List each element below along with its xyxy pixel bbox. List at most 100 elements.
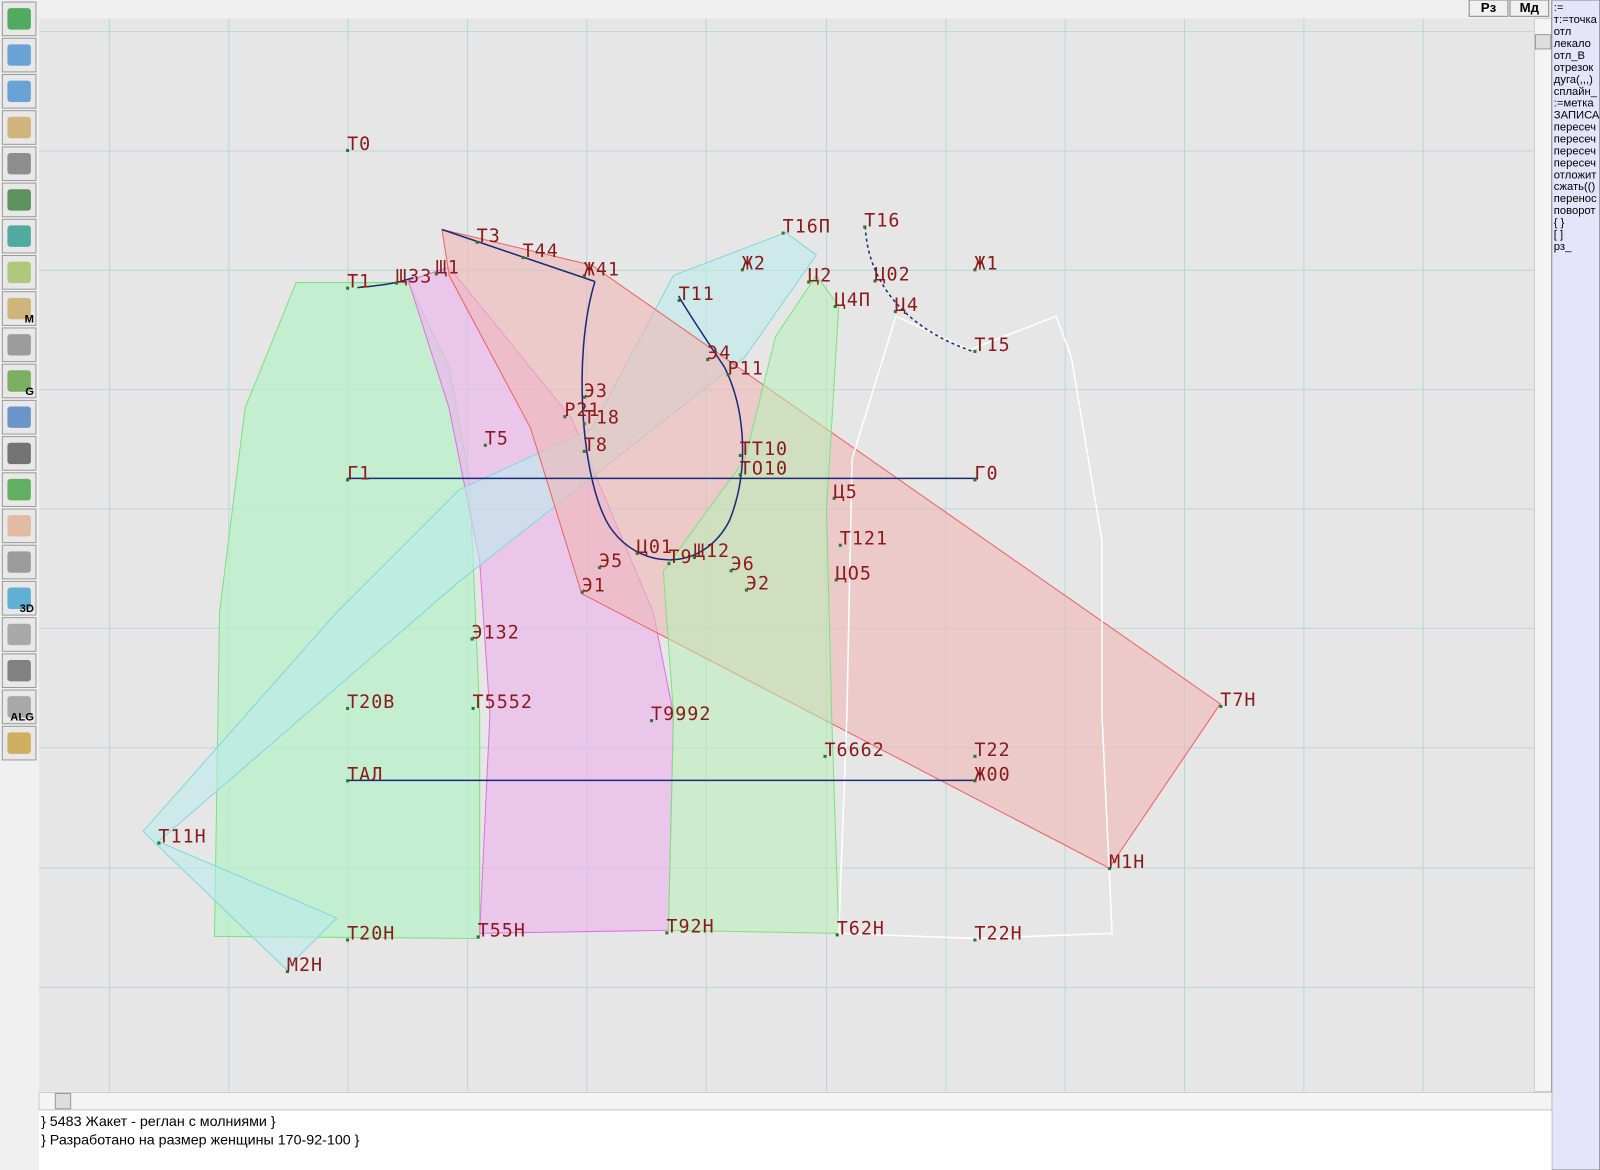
point-label: Э3 — [584, 381, 608, 402]
tool-icon — [7, 225, 31, 247]
command-item: пересеч — [1554, 157, 1596, 169]
button-label: Рз — [1481, 0, 1497, 15]
command-item: { } — [1554, 217, 1565, 229]
point-label: Т22Н — [974, 923, 1022, 944]
point-marker — [580, 590, 584, 594]
command-item: :=метка — [1554, 98, 1595, 110]
status-area — [39, 1110, 1552, 1170]
status-line: } 5483 Жакет - реглан с молниями } — [41, 1114, 276, 1130]
point-marker — [395, 281, 399, 285]
point-label: Ж00 — [974, 764, 1010, 785]
point-marker — [635, 551, 639, 555]
point-marker — [582, 395, 586, 399]
point-marker — [706, 358, 710, 362]
point-label: Э6 — [731, 554, 755, 575]
point-marker — [838, 543, 842, 547]
point-label: Т11Н — [158, 827, 206, 848]
button-md[interactable] — [1509, 0, 1550, 17]
command-item: сплайн_ — [1554, 86, 1598, 98]
command-item: пересеч — [1554, 134, 1596, 146]
horizontal-scrollbar[interactable] — [38, 1091, 1553, 1111]
command-item: т:=точка — [1554, 14, 1598, 26]
point-label: Т15 — [974, 335, 1010, 356]
vertical-scrollbar[interactable] — [1533, 17, 1553, 1092]
point-marker — [1219, 704, 1223, 708]
point-marker — [582, 422, 586, 426]
tool-icon — [7, 732, 31, 754]
toolbar-buttons: M G 3D ALG — [1, 1, 37, 761]
point-marker — [650, 719, 654, 723]
point-label: Т1 — [347, 272, 371, 293]
command-item: [ ] — [1554, 229, 1563, 241]
command-item: сжать(() — [1554, 181, 1596, 193]
tool-icon — [7, 587, 31, 609]
point-label: ТАЛ — [347, 764, 383, 785]
point-label: Ц01 — [637, 537, 673, 558]
pattern-pieces — [142, 226, 1221, 970]
point-marker — [823, 754, 827, 758]
point-marker — [475, 240, 479, 244]
command-item: лекало — [1554, 38, 1591, 50]
tool-icon — [7, 297, 31, 320]
tool-icon — [7, 8, 31, 30]
point-label: Ж1 — [974, 253, 998, 274]
point-label: Г0 — [974, 463, 998, 484]
command-item: рз_ — [1554, 241, 1572, 253]
point-label: М1Н — [1109, 852, 1145, 873]
point-label: Т44 — [523, 241, 559, 262]
point-marker — [973, 349, 977, 353]
tool-icon — [7, 44, 31, 66]
point-marker — [835, 933, 839, 937]
point-marker — [863, 225, 867, 229]
point-marker — [434, 272, 438, 276]
point-label: Щ12 — [694, 541, 730, 562]
tool-icon — [7, 153, 31, 175]
button-rz[interactable] — [1468, 0, 1509, 17]
point-marker — [346, 706, 350, 710]
point-marker — [665, 931, 669, 935]
top-bar — [39, 0, 1552, 19]
point-label: Ц02 — [874, 265, 910, 286]
point-label: Т11 — [679, 284, 715, 305]
point-label: Э132 — [472, 623, 520, 644]
point-label: Г1 — [347, 463, 371, 484]
point-marker — [346, 148, 350, 152]
point-marker — [346, 779, 350, 783]
point-label: Р21 — [564, 400, 600, 421]
point-label: Т22 — [974, 740, 1010, 761]
command-item: := — [1554, 2, 1564, 14]
tool-icon — [7, 551, 31, 573]
point-label: Ж41 — [584, 259, 620, 280]
shoulder-line — [441, 228, 596, 283]
command-item: ЗАПИСА — [1554, 110, 1600, 122]
point-label: Т55Н — [478, 920, 526, 941]
point-label: Т121 — [840, 529, 888, 550]
point-marker — [738, 453, 742, 457]
point-marker — [973, 779, 977, 783]
piece-raglan — [441, 228, 1221, 869]
command-item: дуга(,,,) — [1554, 74, 1593, 86]
point-label: Т6662 — [824, 740, 884, 761]
scroll-thumb[interactable] — [54, 1092, 72, 1110]
point-label: Ц5 — [834, 482, 858, 503]
point-marker — [744, 588, 748, 592]
point-marker — [833, 304, 837, 309]
point-label: Э4 — [707, 343, 731, 364]
point-marker — [726, 373, 730, 377]
scroll-thumb[interactable] — [1534, 34, 1552, 50]
point-label: Т20Н — [347, 923, 395, 944]
point-label: Т20В — [347, 692, 395, 713]
point-label: Т9 — [668, 547, 692, 568]
tool-icon — [7, 442, 31, 465]
tool-icon — [7, 515, 31, 537]
point-label: ЦО5 — [836, 563, 872, 584]
command-item: перенос — [1554, 193, 1597, 205]
point-label: Ц4 — [895, 295, 919, 316]
tool-letter: M — [25, 313, 34, 325]
point-marker — [157, 841, 161, 845]
point-label: Т5552 — [473, 692, 533, 713]
command-panel — [1551, 0, 1600, 1170]
point-marker — [598, 566, 602, 570]
